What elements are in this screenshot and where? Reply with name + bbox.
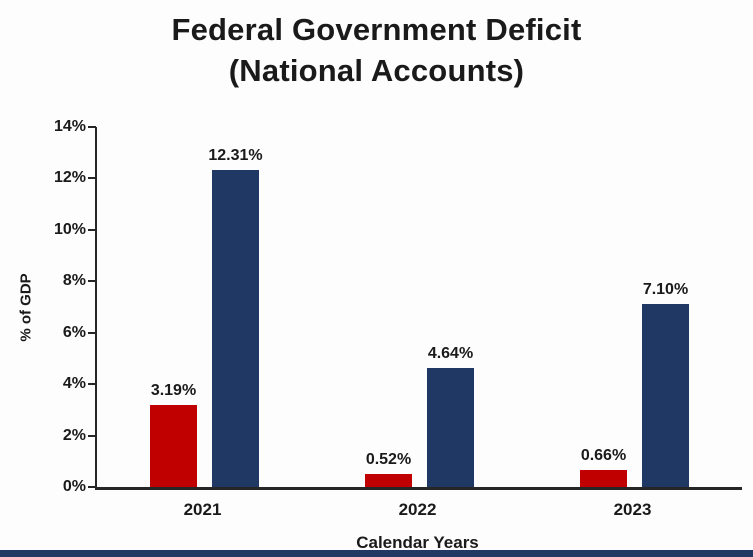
y-tick-label: 8% bbox=[62, 272, 86, 290]
y-tick-label: 2% bbox=[62, 426, 86, 444]
y-tick-mark bbox=[88, 486, 96, 488]
x-axis-title: Calendar Years bbox=[356, 533, 479, 552]
y-tick-mark bbox=[88, 280, 96, 283]
y-axis-ticks: 0% 2% 4% 6% 8% 10% 12% 14% bbox=[28, 118, 86, 495]
y-tick-label: 10% bbox=[53, 220, 86, 238]
y-tick-mark bbox=[88, 228, 96, 231]
y-tick-label: 0% bbox=[62, 478, 86, 495]
bar-value-label: 3.19% bbox=[150, 381, 197, 399]
x-category-label-2022: 2022 bbox=[398, 500, 437, 519]
y-tick-label: 4% bbox=[62, 375, 86, 393]
chart-title-line1: Federal Government Deficit bbox=[171, 12, 582, 47]
bar-group-2022: 0.52% 4.64% bbox=[365, 127, 474, 487]
y-tick-label: 14% bbox=[53, 118, 86, 135]
plot-area: 3.19% 12.31% 0.52% 4.64% 0.66% 7.10% bbox=[88, 126, 742, 490]
y-tick-mark bbox=[88, 434, 96, 437]
bar-navy-2022: 4.64% bbox=[427, 345, 474, 487]
y-tick-mark bbox=[88, 126, 96, 128]
x-category-label-2023: 2023 bbox=[613, 500, 652, 519]
y-tick-label: 6% bbox=[62, 323, 86, 341]
bar-red-2023: 0.66% bbox=[580, 447, 627, 487]
y-tick-mark bbox=[88, 177, 96, 180]
bar-value-label: 0.66% bbox=[580, 447, 627, 465]
chart-title-line2: (National Accounts) bbox=[228, 52, 525, 88]
bottom-accent-strip bbox=[0, 550, 753, 557]
bar-value-label: 12.31% bbox=[208, 147, 263, 165]
bar-red-2021: 3.19% bbox=[150, 382, 197, 487]
bar-group-2021: 3.19% 12.31% bbox=[150, 127, 263, 487]
bar-value-label: 0.52% bbox=[365, 450, 412, 468]
chart-title: Federal Government Deficit (National Acc… bbox=[0, 10, 753, 92]
x-category-label-2021: 2021 bbox=[183, 500, 222, 519]
bar-navy-2021: 12.31% bbox=[208, 147, 263, 487]
bar-navy-2023: 7.10% bbox=[642, 281, 689, 487]
x-axis-labels: 2021 2022 2023 bbox=[95, 500, 740, 520]
y-tick-mark bbox=[88, 383, 96, 386]
y-tick-mark bbox=[88, 331, 96, 334]
bar-group-2023: 0.66% 7.10% bbox=[580, 127, 689, 487]
bar-value-label: 7.10% bbox=[642, 281, 689, 299]
y-tick-label: 12% bbox=[53, 169, 86, 187]
bar-red-2022: 0.52% bbox=[365, 451, 412, 487]
bar-value-label: 4.64% bbox=[427, 344, 474, 362]
